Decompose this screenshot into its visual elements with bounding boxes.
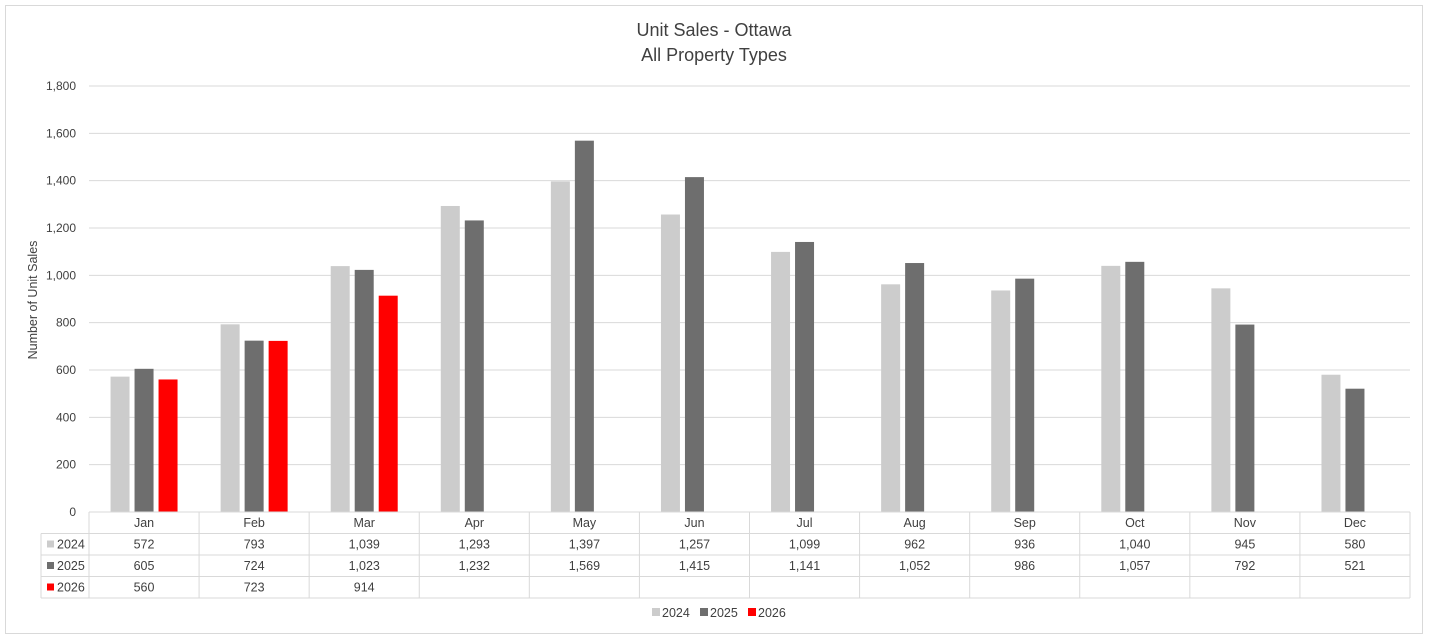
x-tick-label: Oct	[1125, 516, 1145, 530]
table-cell: 914	[354, 581, 375, 595]
table-cell: 560	[134, 581, 155, 595]
chart-subtitle: All Property Types	[641, 45, 787, 65]
table-cell: 1,141	[789, 559, 820, 573]
bar-2024-jul	[771, 251, 791, 513]
legend: 2024 2025 2026	[652, 606, 786, 620]
bar-2024-may	[550, 181, 570, 513]
table-cell: 1,232	[459, 559, 490, 573]
x-tick-label: Dec	[1344, 516, 1366, 530]
table-cell: 1,569	[569, 559, 600, 573]
y-tick-label: 600	[56, 363, 76, 377]
bar-2025-dec	[1345, 388, 1365, 512]
chart-frame	[5, 5, 1423, 634]
table-cell: 1,415	[679, 559, 710, 573]
y-tick-label: 0	[69, 505, 76, 519]
y-tick-label: 400	[56, 410, 76, 424]
table-cell: 986	[1014, 559, 1035, 573]
x-tick-label: Aug	[904, 516, 926, 530]
gridlines	[89, 85, 1410, 466]
x-tick-label: Apr	[465, 516, 484, 530]
x-tick-label: Jun	[684, 516, 704, 530]
bar-2024-nov	[1211, 288, 1231, 512]
table-cell: 1,052	[899, 559, 930, 573]
table-cell: 521	[1345, 559, 1366, 573]
table-cell: 1,040	[1119, 538, 1150, 552]
bar-2024-feb	[220, 324, 240, 512]
y-tick-label: 1,400	[46, 174, 76, 188]
legend-label-2024: 2024	[662, 606, 690, 620]
y-tick-label: 1,200	[46, 221, 76, 235]
bar-2025-jan	[134, 368, 154, 512]
table-series-key	[47, 562, 54, 569]
x-tick-label: Jan	[134, 516, 154, 530]
legend-key-2025	[700, 608, 708, 616]
x-tick-label: Sep	[1014, 516, 1036, 530]
legend-label-2025: 2025	[710, 606, 738, 620]
bar-2025-feb	[244, 340, 264, 512]
x-tick-label: Jul	[797, 516, 813, 530]
y-tick-label: 800	[56, 316, 76, 330]
table-cell: 792	[1234, 559, 1255, 573]
bar-2024-jun	[660, 214, 680, 512]
table-cell: 723	[244, 581, 265, 595]
bar-2024-sep	[991, 290, 1011, 512]
chart-title: Unit Sales - Ottawa	[636, 20, 792, 40]
table-cell: 1,293	[459, 538, 490, 552]
table-cell: 1,099	[789, 538, 820, 552]
bar-2025-mar	[354, 269, 374, 512]
legend-key-2024	[652, 608, 660, 616]
x-tick-label: May	[573, 516, 597, 530]
table-cell: 724	[244, 559, 265, 573]
bar-2025-jun	[684, 177, 704, 512]
x-tick-label: Feb	[243, 516, 265, 530]
table-cell: 936	[1014, 538, 1035, 552]
bar-2024-jan	[110, 376, 130, 512]
bar-2024-oct	[1101, 265, 1121, 512]
bar-2024-aug	[881, 284, 901, 512]
table-cell: 1,257	[679, 538, 710, 552]
table-cell: 1,057	[1119, 559, 1150, 573]
table-cell: 793	[244, 538, 265, 552]
legend-label-2026: 2026	[758, 606, 786, 620]
table-cell: 1,397	[569, 538, 600, 552]
bar-2024-mar	[330, 266, 350, 512]
bar-2024-dec	[1321, 374, 1341, 512]
table-cell: 1,023	[349, 559, 380, 573]
bar-2024-apr	[440, 205, 460, 513]
bars	[110, 140, 1365, 513]
y-tick-label: 1,800	[46, 79, 76, 93]
bar-2025-jul	[795, 241, 815, 513]
table-cell: 962	[904, 538, 925, 552]
x-tick-label: Nov	[1234, 516, 1257, 530]
y-tick-label: 200	[56, 458, 76, 472]
bar-2025-nov	[1235, 324, 1255, 512]
y-axis-ticks: 0 200 400 600 800 1,000 1,200 1,400 1,600 1,800	[46, 79, 76, 519]
bar-2025-aug	[905, 263, 925, 512]
table-series-name: 2025	[57, 559, 85, 573]
table-cell: 580	[1345, 538, 1366, 552]
table-cell: 605	[134, 559, 155, 573]
y-tick-label: 1,000	[46, 268, 76, 282]
bar-2025-apr	[464, 220, 484, 512]
bar-2026-jan	[158, 379, 178, 512]
table-series-name: 2024	[57, 538, 85, 552]
bar-2025-may	[574, 140, 594, 513]
table-series-key	[47, 540, 54, 548]
data-table: Jan Feb Mar Apr May Jun Jul Aug Sep Oct Nov Dec 2024…	[40, 511, 1411, 599]
table-cell: 1,039	[349, 538, 380, 552]
bar-2026-mar	[378, 295, 398, 512]
table-series-key	[47, 583, 54, 591]
bar-2025-oct	[1125, 261, 1145, 512]
y-tick-label: 1,600	[46, 126, 76, 140]
table-cell: 572	[134, 538, 155, 552]
x-tick-label: Mar	[353, 516, 375, 530]
y-axis-title: Number of Unit Sales	[26, 241, 40, 360]
bar-2026-feb	[268, 340, 288, 512]
bar-2025-sep	[1015, 278, 1035, 512]
legend-key-2026	[748, 608, 756, 616]
table-series-name: 2026	[57, 581, 85, 595]
table-cell: 945	[1234, 538, 1255, 552]
